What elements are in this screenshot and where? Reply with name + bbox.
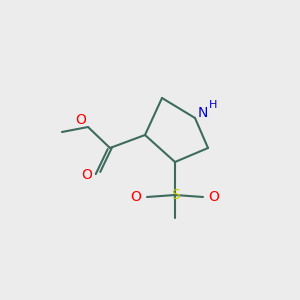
Text: N: N — [198, 106, 208, 120]
Text: O: O — [130, 190, 141, 204]
Text: H: H — [209, 100, 217, 110]
Text: O: O — [82, 168, 92, 182]
Text: O: O — [76, 113, 86, 127]
Text: O: O — [208, 190, 219, 204]
Text: S: S — [171, 188, 179, 202]
